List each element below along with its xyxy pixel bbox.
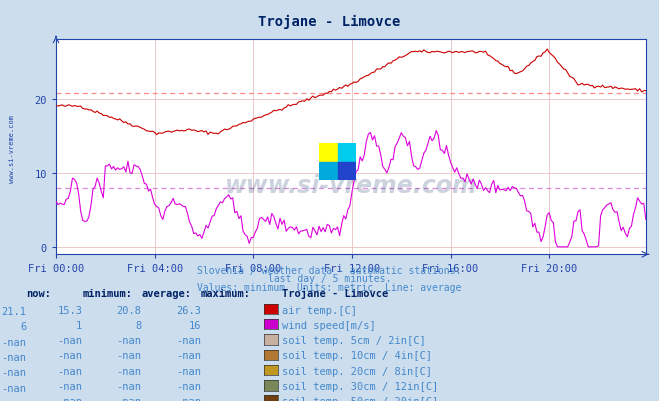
Text: 20.8: 20.8	[117, 305, 142, 315]
Text: -nan: -nan	[117, 366, 142, 376]
Text: -nan: -nan	[57, 396, 82, 401]
Text: 16: 16	[188, 320, 201, 330]
Bar	[337, 144, 356, 162]
Text: -nan: -nan	[176, 366, 201, 376]
Text: 8: 8	[136, 320, 142, 330]
Text: soil temp. 20cm / 8in[C]: soil temp. 20cm / 8in[C]	[282, 366, 432, 376]
Bar	[319, 144, 337, 162]
Text: -nan: -nan	[117, 335, 142, 345]
Text: -nan: -nan	[1, 398, 26, 401]
Text: soil temp. 10cm / 4in[C]: soil temp. 10cm / 4in[C]	[282, 350, 432, 360]
Text: -nan: -nan	[1, 337, 26, 347]
Text: Slovenia / weather data - automatic stations.: Slovenia / weather data - automatic stat…	[197, 265, 462, 275]
Text: last day / 5 minutes.: last day / 5 minutes.	[268, 274, 391, 284]
Text: 26.3: 26.3	[176, 305, 201, 315]
Text: -nan: -nan	[117, 396, 142, 401]
Bar	[319, 162, 337, 181]
Text: -nan: -nan	[176, 381, 201, 391]
Text: 15.3: 15.3	[57, 305, 82, 315]
Text: Trojane - Limovce: Trojane - Limovce	[258, 15, 401, 29]
Text: -nan: -nan	[57, 335, 82, 345]
Text: -nan: -nan	[176, 335, 201, 345]
Text: Values: minimum  Units: metric  Line: average: Values: minimum Units: metric Line: aver…	[197, 283, 462, 292]
Text: now:: now:	[26, 289, 51, 299]
Text: Trojane - Limovce: Trojane - Limovce	[282, 288, 388, 299]
Text: wind speed[m/s]: wind speed[m/s]	[282, 320, 376, 330]
Text: soil temp. 50cm / 20in[C]: soil temp. 50cm / 20in[C]	[282, 396, 438, 401]
Bar	[337, 162, 356, 181]
Text: soil temp. 30cm / 12in[C]: soil temp. 30cm / 12in[C]	[282, 381, 438, 391]
Text: -nan: -nan	[1, 367, 26, 377]
Text: -nan: -nan	[1, 352, 26, 362]
Text: 6: 6	[20, 322, 26, 332]
Text: air temp.[C]: air temp.[C]	[282, 305, 357, 315]
Text: average:: average:	[142, 289, 192, 299]
Text: -nan: -nan	[176, 350, 201, 360]
Text: soil temp. 5cm / 2in[C]: soil temp. 5cm / 2in[C]	[282, 335, 426, 345]
Text: -nan: -nan	[1, 383, 26, 393]
Text: www.si-vreme.com: www.si-vreme.com	[225, 174, 477, 198]
Text: minimum:: minimum:	[82, 289, 132, 299]
Text: maximum:: maximum:	[201, 289, 251, 299]
Text: www.si-vreme.com: www.si-vreme.com	[9, 114, 15, 182]
Text: 1: 1	[76, 320, 82, 330]
Text: -nan: -nan	[57, 366, 82, 376]
Text: -nan: -nan	[176, 396, 201, 401]
Text: -nan: -nan	[57, 350, 82, 360]
Text: -nan: -nan	[117, 381, 142, 391]
Text: 21.1: 21.1	[1, 306, 26, 316]
Text: -nan: -nan	[57, 381, 82, 391]
Text: -nan: -nan	[117, 350, 142, 360]
